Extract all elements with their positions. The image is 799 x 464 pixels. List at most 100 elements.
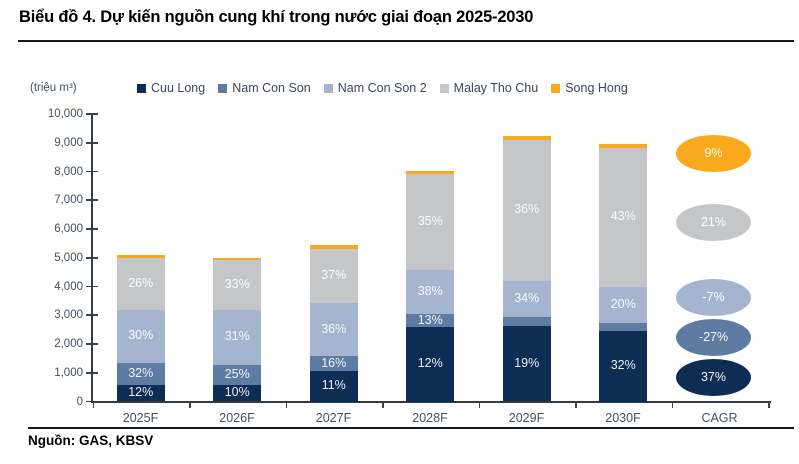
chart-legend: Cuu Long Nam Con Son Nam Con Son 2 Malay Th… (137, 81, 628, 95)
bar-segment-label: 16% (321, 355, 347, 370)
y-axis-tick-label: 4,000 (54, 280, 83, 293)
bar-segment: 34% (502, 280, 551, 317)
legend-swatch-icon (323, 83, 333, 93)
y-axis-tick-label: 5,000 (54, 251, 83, 264)
cagr-bubble: 21% (676, 203, 751, 241)
source-note: Nguồn: GAS, KBSV (28, 433, 154, 448)
bar-segment: 36% (502, 139, 551, 281)
x-axis-tick (382, 401, 384, 408)
bar-segment: 13% (406, 312, 455, 327)
bar-segment: 10% (213, 384, 262, 402)
bar-segment: 11% (309, 371, 358, 402)
bar-segment-label: 32% (128, 366, 154, 381)
legend-item: Nam Con Son 2 (323, 81, 427, 95)
bar-segment-label: 36% (321, 321, 347, 336)
bar-segment-label: 19% (514, 355, 540, 370)
bar-segment (309, 245, 358, 249)
bar-segment: 12% (406, 326, 455, 402)
bar-segment: 16% (309, 355, 358, 372)
bar-segment-label: 12% (417, 356, 443, 371)
bar-segment-label: 30% (128, 328, 154, 343)
x-axis-tick (189, 401, 191, 408)
y-axis-line (91, 114, 93, 403)
bar-segment (406, 170, 455, 175)
x-axis-tick (285, 401, 287, 408)
legend-swatch-icon (137, 83, 146, 93)
chart-title: Biểu đồ 4. Dự kiến nguồn cung khí trong … (19, 8, 534, 26)
y-axis-unit-label: (triệu m³) (30, 82, 77, 94)
y-axis-tick-label: 0 (76, 395, 83, 408)
y-axis-tick-label: 9,000 (54, 136, 83, 149)
y-axis-tick (86, 113, 98, 115)
bar-segment-label: 33% (224, 277, 250, 292)
y-axis-tick-label: 7,000 (54, 194, 83, 207)
bar-segment: 36% (309, 303, 358, 357)
cagr-bubble: 9% (676, 134, 751, 172)
y-axis-tick-label: 10,000 (47, 108, 83, 120)
footer-divider (28, 427, 794, 429)
legend-label: Nam Con Son 2 (337, 81, 427, 95)
cagr-bubble: -27% (676, 318, 751, 356)
bar-segment: 33% (213, 260, 262, 311)
bar-segment: 35% (406, 174, 455, 270)
bar-segment-label: 26% (128, 275, 154, 290)
x-axis-category-label: 2030F (605, 411, 641, 425)
bar-segment (502, 316, 551, 327)
y-axis-tick-label: 3,000 (54, 309, 83, 322)
legend-swatch-icon (218, 83, 228, 93)
bar-segment-label: 34% (514, 290, 540, 305)
legend-label: Cuu Long (151, 81, 206, 95)
x-axis-cagr-label: CAGR (701, 411, 738, 425)
x-axis-tick (768, 401, 770, 408)
bar-segment-label: 36% (514, 202, 540, 217)
x-axis-category-label: 2026F (219, 411, 255, 425)
bar-segment-label: 20% (610, 297, 636, 312)
x-axis-tick (575, 401, 577, 408)
y-axis-tick-label: 1,000 (54, 366, 83, 379)
bar-segment: 25% (213, 364, 262, 385)
bar-segment-label: 43% (610, 209, 636, 224)
x-axis-tick (478, 401, 480, 408)
bar-segment: 43% (599, 147, 648, 287)
x-axis-category-label: 2025F (122, 411, 159, 425)
bar-segment-label: 12% (128, 385, 154, 400)
bar-segment-label: 37% (321, 267, 347, 282)
legend-item: Cuu Long (137, 81, 205, 95)
bar-segment: 26% (116, 257, 165, 310)
bar-segment-label: 35% (417, 214, 443, 229)
bar-segment: 19% (502, 326, 551, 402)
bar-segment (213, 257, 262, 261)
x-axis-tick (92, 401, 94, 408)
bar-segment: 32% (116, 362, 165, 386)
legend-label: Malay Tho Chu (453, 81, 539, 95)
bar-segment: 38% (406, 269, 455, 315)
bar-segment: 37% (309, 248, 358, 304)
title-divider (18, 40, 794, 42)
bar-segment-label: 32% (610, 358, 636, 373)
legend-swatch-icon (551, 83, 561, 93)
x-axis-line (91, 401, 771, 403)
x-axis-category-label: 2027F (315, 411, 352, 425)
y-axis-tick-label: 6,000 (54, 223, 83, 235)
bar-segment (116, 254, 165, 258)
cagr-bubble: -7% (676, 278, 751, 316)
legend-swatch-icon (439, 83, 449, 93)
bar-segment-label: 10% (224, 385, 250, 400)
bar-segment-label: 38% (417, 284, 443, 299)
legend-item: Nam Con Son (218, 81, 311, 95)
x-axis-category-label: 2028F (412, 411, 448, 425)
bar-segment: 32% (599, 331, 648, 402)
bar-segment-label: 31% (224, 329, 250, 344)
cagr-bubble: 37% (676, 358, 751, 396)
bar-segment (599, 323, 648, 332)
bar-segment: 30% (116, 309, 165, 363)
bar-segment-label: 11% (321, 378, 346, 393)
bar-segment: 31% (213, 310, 262, 365)
bar-segment: 20% (599, 286, 648, 324)
bar-segment (502, 136, 551, 140)
legend-item: Song Hong (551, 81, 628, 95)
bar-segment (599, 143, 648, 148)
bar-segment-label: 13% (417, 312, 443, 327)
